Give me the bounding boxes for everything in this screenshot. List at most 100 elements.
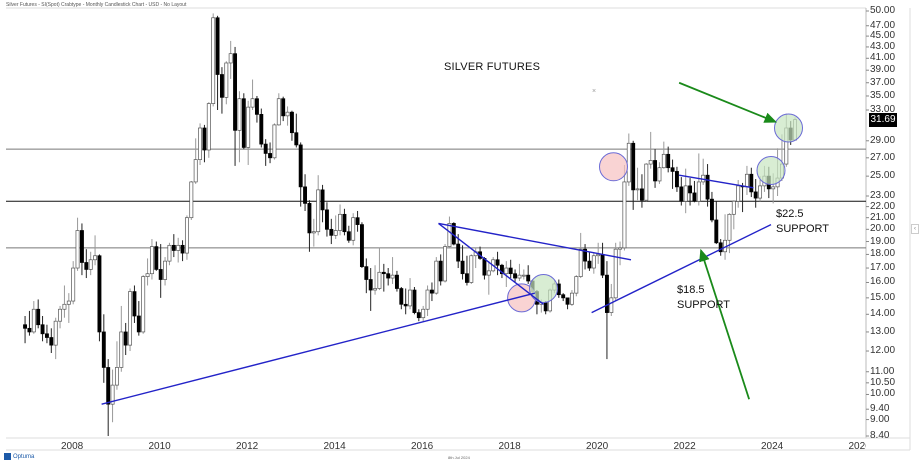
candle	[268, 153, 273, 159]
y-axis-label: 20.00	[870, 223, 896, 235]
candle	[618, 247, 623, 250]
footer-date: 8th Jul 2024	[448, 455, 470, 460]
axis-scroll-button[interactable]: ‹	[911, 224, 919, 234]
candle	[311, 231, 316, 234]
candle	[696, 181, 701, 202]
candle	[657, 167, 662, 182]
candle	[53, 320, 58, 346]
trendline[interactable]	[438, 222, 632, 261]
y-axis-label: 13.00	[870, 325, 896, 337]
x-axis-label: 2018	[498, 441, 521, 452]
candle	[438, 260, 443, 282]
candle	[75, 230, 80, 269]
candle	[114, 367, 119, 386]
candle	[377, 271, 382, 289]
candle	[359, 224, 364, 267]
candle	[167, 244, 172, 262]
candle	[469, 255, 474, 283]
candle	[517, 274, 522, 279]
green-highlight-circle	[756, 155, 786, 185]
green-highlight-circle	[529, 274, 558, 304]
support-18-price: $18.5	[677, 284, 705, 296]
candle	[403, 303, 408, 307]
candle	[342, 213, 347, 233]
candle	[504, 267, 509, 275]
y-axis-label: 27.00	[870, 151, 896, 163]
candle	[399, 288, 404, 305]
candle	[408, 289, 413, 307]
candle	[259, 114, 264, 145]
candle	[202, 127, 207, 151]
candle	[71, 267, 76, 302]
annotation-arrows	[678, 81, 778, 400]
y-axis-label: 37.00	[870, 76, 896, 88]
candle	[736, 185, 741, 202]
candle	[136, 315, 141, 333]
candle	[390, 274, 395, 279]
candle	[679, 186, 684, 202]
support-22-price: $22.5	[776, 208, 804, 220]
candle	[622, 181, 627, 249]
candle	[727, 213, 732, 241]
candle	[110, 384, 115, 405]
optuma-logo-text: Optuma	[13, 453, 35, 460]
candle	[263, 143, 268, 154]
candle	[753, 191, 758, 199]
y-axis-label: 10.00	[870, 388, 896, 400]
candle	[101, 331, 106, 368]
candle	[744, 173, 749, 188]
candle	[338, 213, 343, 231]
candle	[106, 367, 111, 405]
last-price-tag: 31.69	[869, 112, 897, 127]
candle	[346, 231, 351, 241]
candle	[97, 255, 102, 333]
red-highlight-circle	[599, 152, 628, 182]
y-axis-label: 11.00	[870, 365, 895, 377]
candle	[460, 260, 465, 275]
candle	[425, 289, 430, 310]
candle	[565, 297, 570, 305]
y-axis-label: 41.00	[870, 52, 896, 64]
y-axis-label: 43.00	[870, 40, 896, 52]
y-axis-label: 19.00	[870, 235, 896, 247]
candle	[79, 230, 84, 263]
trendline[interactable]	[101, 292, 535, 405]
candles	[23, 13, 798, 436]
x-axis-label: 2012	[236, 441, 259, 452]
candle	[128, 291, 133, 346]
candle	[604, 274, 609, 313]
green-arrow	[699, 248, 750, 400]
candle	[364, 266, 369, 280]
support-18-annotation: $18.5 SUPPORT	[677, 283, 730, 313]
x-axis-label: 2010	[148, 441, 171, 452]
trendline[interactable]	[591, 223, 772, 314]
trendline[interactable]	[438, 222, 544, 305]
candle	[771, 186, 776, 190]
candle	[58, 308, 63, 322]
candle	[368, 279, 373, 291]
candle	[163, 260, 168, 280]
candle	[241, 98, 246, 148]
trendline[interactable]	[679, 174, 754, 189]
candle	[482, 258, 487, 276]
candle	[674, 171, 679, 188]
candle	[158, 269, 163, 280]
candle	[644, 163, 649, 201]
candle	[149, 246, 154, 275]
candle	[543, 302, 548, 312]
candle	[639, 188, 644, 201]
candle	[421, 308, 426, 319]
candle	[93, 255, 98, 261]
candle	[521, 274, 526, 277]
candle	[329, 228, 334, 236]
support-22-label: SUPPORT	[776, 223, 829, 235]
x-axis-label: 2022	[673, 441, 696, 452]
candle	[373, 288, 378, 291]
y-axis-label: 50.00	[870, 5, 896, 16]
highlight-circles	[507, 113, 803, 313]
candle	[285, 111, 290, 117]
candle	[307, 203, 312, 234]
candle	[587, 260, 592, 269]
candle	[394, 274, 399, 289]
